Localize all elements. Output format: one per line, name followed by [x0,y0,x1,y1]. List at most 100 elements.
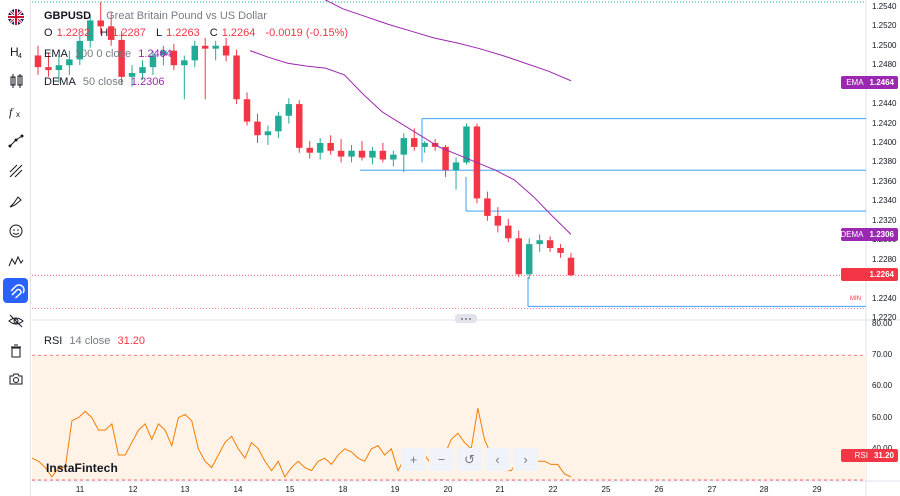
candle [181,60,188,66]
zoom-out-button[interactable]: − [429,448,454,471]
dema-params: 50 close [82,76,124,88]
price-axis-label: 1.2540 [872,1,897,11]
dema-legend[interactable]: DEMA 50 close 1.2306 [44,76,169,88]
ema-name: EMA [44,48,68,60]
dema-name: DEMA [44,76,76,88]
candle [34,55,42,68]
date-axis-label: 11 [75,485,85,494]
candle [97,20,104,27]
candle [316,142,324,153]
price-axis-label: 1.2240 [872,293,897,303]
ema-line [324,0,572,82]
svg-text:x: x [16,110,20,119]
ohlc-close-label: C [209,27,218,39]
fib-retracement-icon[interactable] [3,158,28,183]
price-axis-label: 1.2360 [872,176,897,186]
candle [45,67,52,71]
ema-legend[interactable]: EMA 100 0 close 1.2464 [44,48,176,60]
ema-tag-value: 1.2464 [869,78,894,87]
trend-line-icon[interactable] [3,128,28,153]
candle [536,240,543,245]
candle [348,150,355,157]
price-axis-label: 1.2340 [872,196,897,206]
price-axis-label: 1.2480 [872,60,897,70]
rsi-axis-label: 60.00 [872,381,893,391]
ohlc-open-label: O [44,27,53,39]
candle [76,40,84,60]
rsi-axis-label: 40.00 [872,444,892,453]
price-axis-label: 1.2500 [872,40,897,50]
patterns-icon[interactable] [3,248,28,273]
candle [327,142,334,151]
candle [421,142,428,147]
magnet-icon[interactable] [3,278,28,303]
rsi-legend[interactable]: RSI 14 close 31.20 [44,335,149,347]
candle [410,138,418,147]
candle [285,104,293,116]
scroll-right-button[interactable]: › [513,448,538,471]
candle [275,115,282,132]
dema-tag-name: DEMA [840,230,864,239]
price-axis-label: 1.2520 [872,21,897,31]
candle [191,45,199,61]
symbol-name: Great Britain Pound vs US Dollar [106,10,267,22]
rsi-axis-label: 50.00 [872,412,893,422]
dema-tag-value: 1.2306 [869,230,894,239]
date-axis-label: 29 [812,485,822,494]
hide-drawings-icon[interactable] [3,308,28,333]
candle [452,162,460,171]
candle [442,146,449,171]
rsi-name: RSI [44,335,63,347]
svg-text:H: H [10,45,19,59]
candle [546,240,554,248]
dema-line [249,50,572,235]
brush-icon[interactable] [3,188,28,213]
camera-icon[interactable] [3,366,28,391]
candle [358,150,366,158]
rsi-line [31,408,572,478]
candle [212,45,219,49]
ohlc-close: 1.2264 [221,27,256,39]
ohlc-high: 1.2287 [112,27,146,39]
candle [484,198,491,216]
reset-chart-button[interactable]: ↺ [457,448,482,471]
rsi-price-tag: RSI 31.20 [841,449,898,462]
price-axis-label: 1.2320 [872,215,897,225]
candle [463,126,470,163]
ema-value: 1.2464 [138,48,172,60]
trash-lock-icon[interactable] [3,338,28,363]
rsi-params: 14 close [69,335,111,347]
candle [400,138,408,155]
candle [505,225,512,239]
svg-text:f: f [9,105,14,119]
pane-resize-handle[interactable] [455,314,477,323]
date-axis-label: 12 [128,485,138,494]
candle [87,20,94,41]
candles-icon[interactable] [3,68,28,93]
rsi-tag-name: RSI [854,451,868,460]
rsi-value: 31.20 [117,335,145,347]
zoom-in-button[interactable]: + [401,448,426,471]
date-axis-label: 20 [443,485,453,494]
candle [567,257,575,276]
date-axis-label: 27 [707,485,717,494]
dema-value: 1.2306 [130,76,165,88]
candle [264,131,272,136]
ema-tag-name: EMA [846,78,864,87]
price-axis-label: 1.2400 [872,137,897,147]
date-axis-label: 18 [338,485,348,494]
dema-price-tag: DEMA 1.2306 [840,228,898,241]
emoji-icon[interactable] [3,218,28,243]
price-axis-label: 1.2280 [872,254,897,264]
date-axis-label: 15 [285,485,295,494]
candle [557,247,564,253]
scroll-left-button[interactable]: ‹ [485,448,510,471]
ohlc-low-label: L [155,27,163,39]
symbol-legend: GBPUSD Great Britain Pound vs US Dollar [44,10,271,22]
price-axis-label: 1.2220 [872,313,897,322]
price-axis-label: 1.2380 [872,157,897,167]
candle [390,154,397,160]
